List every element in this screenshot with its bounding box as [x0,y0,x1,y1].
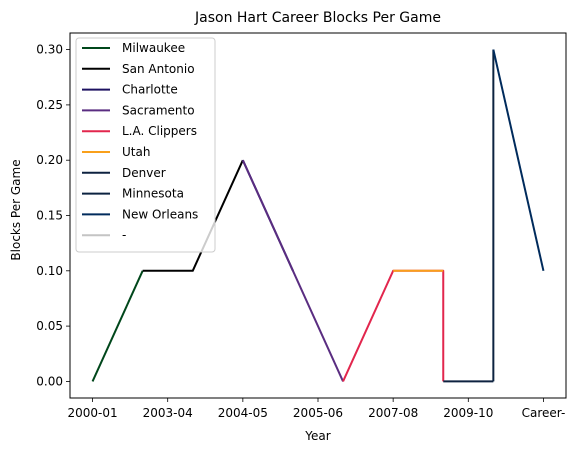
x-axis-title: Year [304,429,330,443]
series-line-8 [492,49,545,272]
legend-label: New Orleans [122,207,198,221]
x-tick-label: 2003-04 [143,406,193,420]
legend-label: Minnesota [122,187,184,201]
y-tick-label: 0.20 [36,153,63,167]
plot-area [91,49,545,383]
y-tick-label: 0.30 [36,43,63,57]
legend-label: Denver [122,166,166,180]
x-tick-label: 2004-05 [218,406,268,420]
legend-label: Utah [122,145,150,159]
series-line-4 [342,269,445,382]
x-tick-label: 2005-06 [293,406,343,420]
legend-label: Milwaukee [122,41,185,55]
series-line-0 [91,270,144,382]
x-tick-label: 2009-10 [443,406,493,420]
legend-box [75,37,216,253]
y-axis: 0.00 0.05 0.10 0.15 0.20 0.25 0.30 [36,43,70,388]
y-axis-title: Blocks Per Game [9,159,23,260]
x-axis: 2000-01 2003-04 2004-05 2005-06 2007-08 2009-… [67,398,565,420]
chart-title: Jason Hart Career Blocks Per Game [194,10,441,26]
legend-label: L.A. Clippers [122,124,197,138]
legend-label: San Antonio [122,62,195,76]
x-tick-label: Career- [522,406,566,420]
y-tick-label: 0.15 [36,209,63,223]
y-tick-label: 0.05 [36,319,63,333]
series-line-3 [241,159,344,382]
y-tick-label: 0.10 [36,264,63,278]
y-tick-label: 0.25 [36,98,63,112]
legend-label: - [122,228,126,242]
series-line-1 [142,159,244,272]
y-tick-label: 0.00 [36,374,63,388]
x-tick-label: 2007-08 [368,406,418,420]
legend-label: Charlotte [122,83,178,97]
x-tick-label: 2000-01 [67,406,117,420]
legend: Milwaukee San Antonio Charlotte Sacramento L… [75,37,216,253]
legend-label: Sacramento [122,103,195,117]
